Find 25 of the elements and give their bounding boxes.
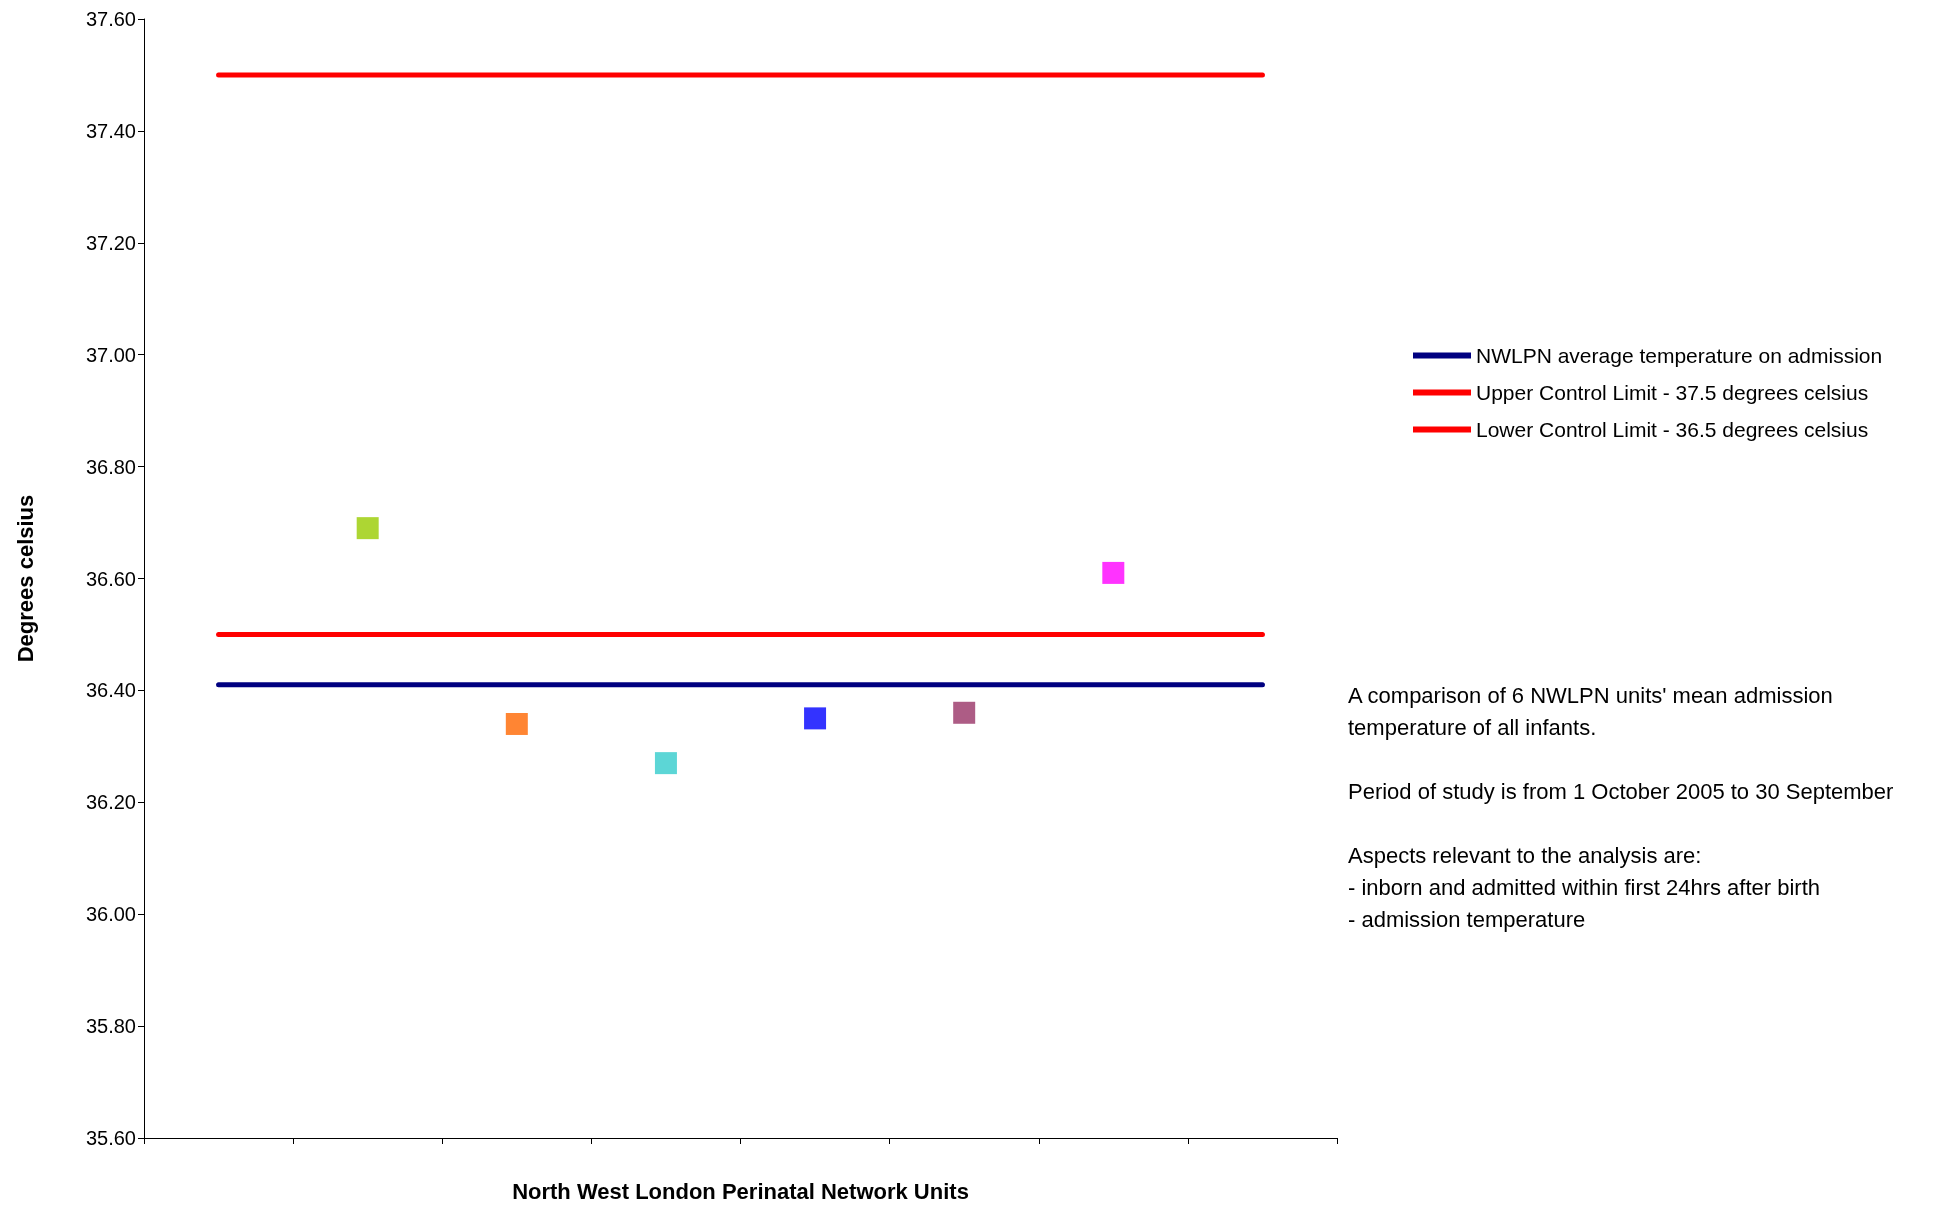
point bbox=[356, 517, 379, 540]
y-tick-label: 35.80 bbox=[85, 1015, 136, 1038]
text: Period of study is from 1 October 2005 to 30 September bbox=[1348, 778, 1895, 806]
text: A comparison of 6 NWLPN units' mean admission temperature of all infants. bbox=[1348, 682, 1834, 742]
y-tick-label: 35.60 bbox=[85, 1127, 136, 1149]
point bbox=[804, 707, 827, 730]
y-tick-label: 36.40 bbox=[85, 679, 136, 702]
point bbox=[953, 701, 976, 724]
y-tick-label: 36.60 bbox=[85, 567, 136, 590]
y-tick-label: 37.20 bbox=[85, 231, 136, 254]
point bbox=[1102, 561, 1125, 584]
y-tick-label: 37.00 bbox=[85, 343, 136, 366]
y-tick-label: 37.60 bbox=[85, 8, 136, 30]
text: Aspects relevant to the analysis are: - inborn and admitted within first 24hrs after birth - admission temperature bbox=[1348, 842, 1821, 934]
y-tick-label: 36.80 bbox=[85, 455, 136, 478]
y-tick-label: 37.40 bbox=[85, 119, 136, 142]
point bbox=[505, 712, 528, 735]
legend-label: NWLPN average temperature on admission bbox=[1476, 344, 1883, 367]
legend-label: Lower Control Limit - 36.5 degrees celsius bbox=[1476, 418, 1869, 441]
legend-label: Upper Control Limit - 37.5 degrees celsius bbox=[1476, 381, 1869, 404]
x-axis-title: North West London Perinatal Network Units bbox=[512, 1178, 969, 1204]
point bbox=[654, 752, 677, 775]
y-tick-label: 36.00 bbox=[85, 903, 136, 926]
y-axis-title: Degrees celsius bbox=[12, 494, 38, 663]
y-tick-label: 36.20 bbox=[85, 791, 136, 814]
